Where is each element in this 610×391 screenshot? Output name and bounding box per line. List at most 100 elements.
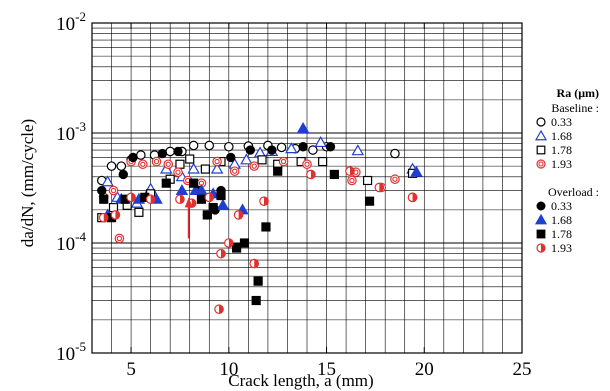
data-point	[134, 207, 144, 217]
marker-inner-ring	[304, 161, 310, 167]
x-tick-label: 25	[513, 359, 532, 380]
data-point	[229, 166, 240, 176]
marker-fill-half	[179, 195, 185, 204]
data-point	[188, 140, 199, 151]
data-point	[126, 192, 136, 203]
marker-fill-half	[115, 210, 120, 220]
marker-inner-ring	[349, 177, 355, 184]
data-point	[202, 210, 212, 220]
series-overload-1-93	[98, 166, 418, 315]
marker-outer-ring	[173, 167, 183, 178]
data-point	[226, 152, 236, 163]
marker-outer-ring	[114, 233, 125, 244]
data-point	[173, 167, 183, 178]
marker-outer-ring	[229, 166, 240, 176]
data-point	[208, 202, 218, 213]
legend-marker	[534, 129, 548, 141]
data-point	[240, 153, 253, 165]
data-point	[110, 210, 121, 220]
data-point	[161, 178, 171, 188]
marker-inner-ring	[165, 161, 171, 167]
data-point	[187, 162, 200, 174]
y-tick-label: 10-2	[56, 9, 86, 35]
data-point	[175, 159, 185, 169]
series-overload-1-78	[99, 166, 375, 306]
x-axis-label: Crack length, a (mm)	[228, 371, 373, 390]
data-point	[351, 144, 365, 156]
marker-outer-ring	[390, 174, 400, 185]
x-tick-label: 15	[317, 359, 336, 380]
marker-outer-ring	[302, 159, 312, 170]
data-point	[259, 196, 269, 206]
data-point	[118, 169, 128, 180]
data-point	[98, 212, 109, 223]
annotation	[184, 197, 193, 239]
data-point	[267, 145, 277, 155]
data-point	[128, 152, 138, 163]
data-point	[296, 121, 310, 133]
marker-inner-ring	[280, 158, 287, 165]
data-point	[216, 190, 226, 201]
marker-inner-ring	[214, 158, 220, 165]
marker-fill-half	[264, 196, 269, 206]
data-point	[145, 194, 156, 205]
data-point	[345, 166, 355, 176]
marker-fill-half	[209, 193, 214, 202]
data-point	[185, 154, 195, 164]
data-point	[249, 161, 260, 171]
data-point	[318, 156, 328, 167]
marker-fill-half	[103, 213, 108, 222]
marker-fill-half	[310, 170, 316, 179]
data-point	[347, 175, 357, 186]
data-point	[114, 233, 125, 244]
marker-outer-ring	[536, 159, 546, 169]
data-point	[196, 194, 207, 204]
data-point	[97, 185, 107, 196]
marker-inner-ring	[140, 161, 146, 167]
data-point	[204, 140, 215, 151]
data-point	[407, 192, 418, 203]
data-point	[374, 182, 385, 193]
x-tick-label: 10	[219, 359, 238, 380]
legend-entry: 1.68	[551, 129, 572, 143]
data-point	[276, 142, 287, 153]
plot-frame	[91, 22, 523, 354]
data-point	[261, 222, 271, 232]
data-point	[224, 141, 234, 152]
legend-entry: 1.68	[551, 213, 572, 227]
marker-fill-half	[219, 305, 224, 314]
data-point	[108, 185, 119, 196]
data-point	[99, 194, 109, 204]
legend-marker	[536, 159, 546, 169]
marker-fill-half	[150, 195, 155, 204]
data-point	[278, 156, 289, 167]
marker-outer-ring	[138, 159, 148, 170]
marker-outer-ring	[151, 156, 162, 167]
data-points	[96, 121, 423, 315]
x-tick-label: 5	[126, 359, 136, 380]
marker-outer-ring	[347, 175, 357, 186]
data-point	[216, 248, 226, 259]
data-point	[224, 238, 234, 248]
data-point	[364, 196, 375, 206]
annotation-arrow-head	[184, 197, 193, 208]
data-point	[200, 164, 210, 174]
data-point	[210, 162, 224, 174]
data-point	[302, 159, 312, 170]
legend-group-label: Overload :	[548, 185, 599, 199]
legend-marker	[536, 117, 546, 127]
data-point	[175, 194, 185, 205]
data-point	[239, 238, 250, 248]
data-point	[329, 169, 339, 180]
legend-entry: 0.33	[551, 115, 572, 129]
marker-fill-half	[541, 244, 545, 252]
legend-marker	[536, 229, 546, 239]
marker-inner-ring	[232, 168, 238, 174]
marker-fill-half	[238, 210, 243, 220]
marker-inner-ring	[153, 158, 160, 165]
legend-marker	[536, 243, 546, 253]
marker-fill-half	[412, 193, 417, 202]
data-point	[173, 146, 183, 157]
data-point	[285, 142, 298, 154]
data-point	[363, 175, 373, 186]
